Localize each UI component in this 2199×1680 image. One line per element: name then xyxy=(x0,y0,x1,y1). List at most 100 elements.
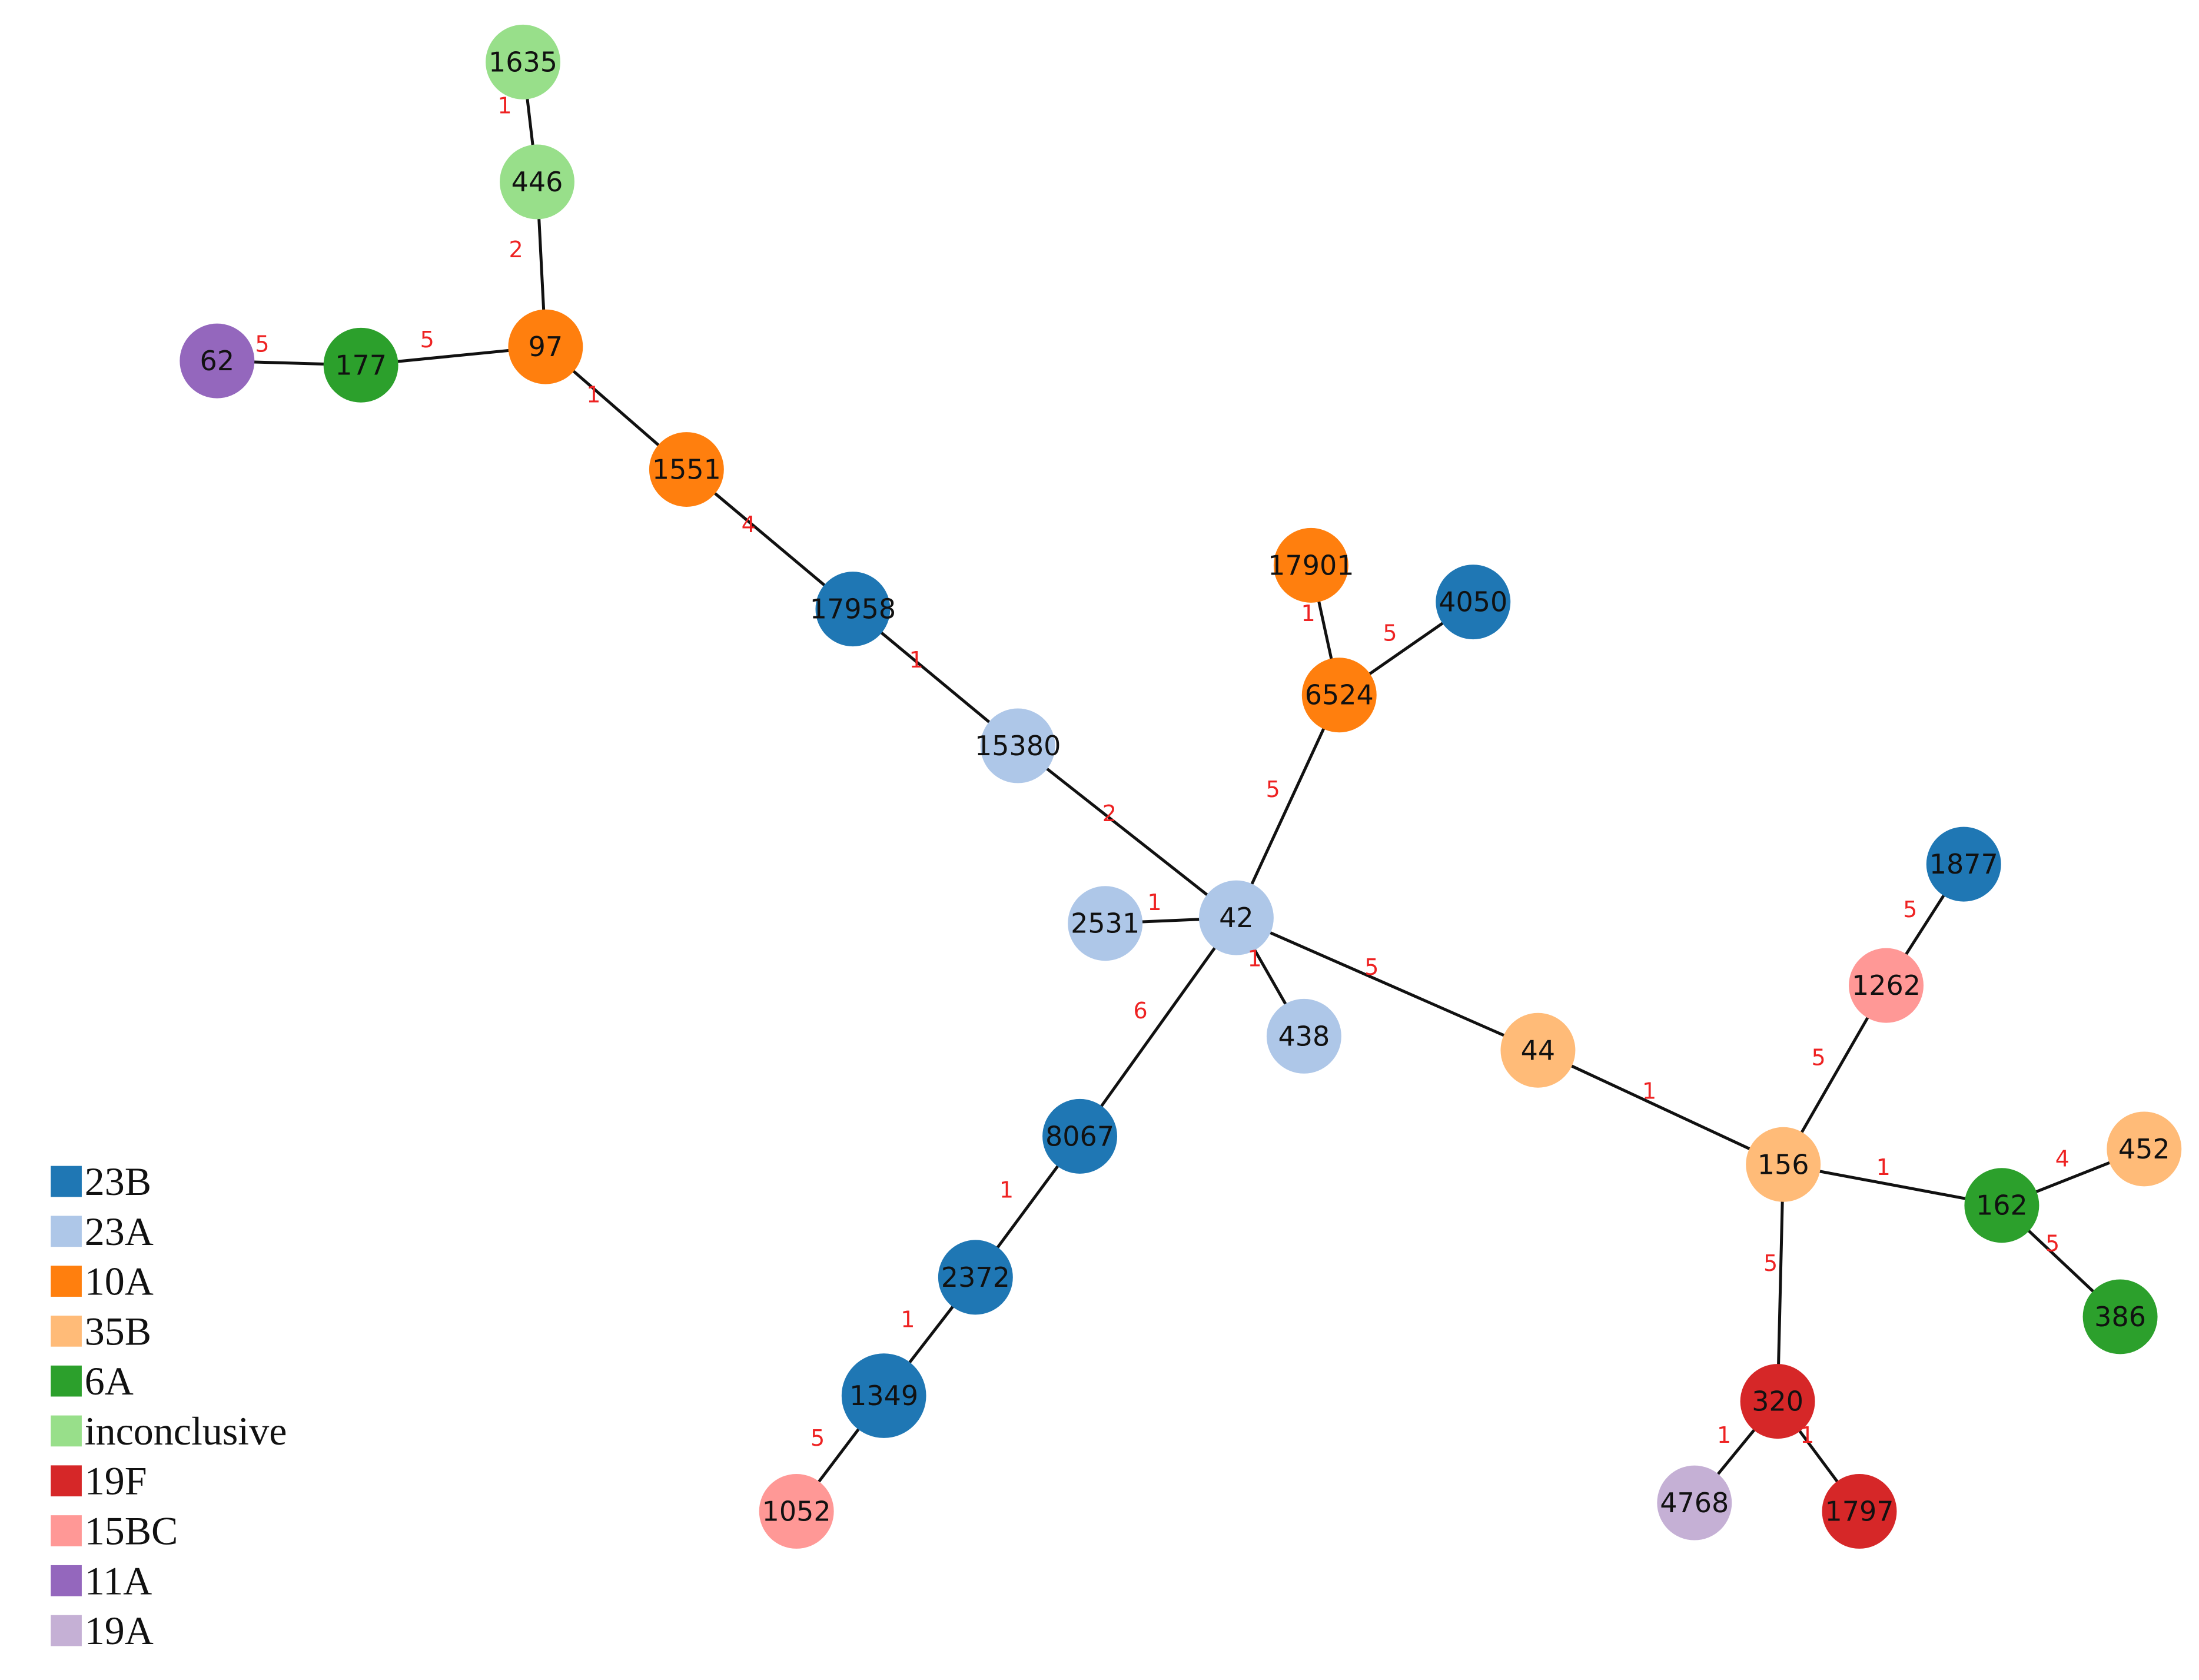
edge-weight: 5 xyxy=(1763,1250,1778,1276)
edge-weight: 1 xyxy=(1876,1154,1891,1180)
edge xyxy=(1537,1049,1784,1166)
legend-label: 19F xyxy=(85,1459,147,1503)
node xyxy=(1657,1465,1732,1540)
node-label: 320 xyxy=(1752,1386,1803,1417)
edge-weight: 1 xyxy=(1717,1422,1731,1448)
edge-weight: 1 xyxy=(1642,1078,1656,1104)
node xyxy=(180,323,255,399)
edge-weight: 5 xyxy=(255,331,269,357)
legend-label: inconclusive xyxy=(85,1409,287,1453)
node-label: 42 xyxy=(1219,902,1254,934)
node xyxy=(841,1353,926,1438)
edge-weight: 5 xyxy=(420,327,434,353)
node xyxy=(1746,1127,1821,1202)
node-label: 44 xyxy=(1521,1034,1556,1066)
legend-swatch xyxy=(51,1465,82,1497)
node-label: 62 xyxy=(200,345,235,377)
legend-label: 23A xyxy=(85,1209,154,1254)
node-label: 15380 xyxy=(975,730,1061,762)
edge xyxy=(1776,1164,1785,1402)
node-label: 1349 xyxy=(849,1380,918,1412)
legend-swatch xyxy=(51,1515,82,1546)
node xyxy=(815,572,891,647)
node xyxy=(500,144,574,220)
edge-weight: 5 xyxy=(1364,954,1378,980)
node-label: 438 xyxy=(1278,1020,1330,1052)
legend-swatch xyxy=(51,1166,82,1197)
node xyxy=(1068,886,1143,961)
edge xyxy=(1078,917,1238,1137)
legend-label: 23B xyxy=(85,1159,151,1204)
node-label: 1877 xyxy=(1929,848,1998,880)
legend-label: 15BC xyxy=(85,1508,178,1553)
edge-weight: 5 xyxy=(2045,1230,2060,1256)
edge-weight: 1 xyxy=(999,1177,1014,1203)
edge-weight: 2 xyxy=(1102,801,1117,826)
node-label: 1262 xyxy=(1852,970,1921,1001)
node-label: 8067 xyxy=(1045,1120,1114,1152)
edge-weight: 5 xyxy=(1383,620,1397,646)
legend-swatch xyxy=(51,1365,82,1397)
legend-label: 11A xyxy=(85,1558,152,1603)
node-label: 4768 xyxy=(1660,1487,1729,1519)
edge-weight: 1 xyxy=(1147,889,1161,915)
node-label: 452 xyxy=(2118,1133,2170,1165)
node xyxy=(1849,948,1924,1023)
edge-weight: 1 xyxy=(901,1307,915,1333)
node xyxy=(938,1240,1013,1315)
node-label: 4050 xyxy=(1439,586,1507,618)
legend: 23B 23A 10A 35B 6A inconclusive 19F 15BC 11A 19A xyxy=(51,1159,287,1653)
edge-weight: 1 xyxy=(1800,1422,1814,1448)
edge xyxy=(1235,694,1341,919)
node xyxy=(2082,1279,2158,1354)
node xyxy=(1822,1473,1897,1549)
edge-weight: 1 xyxy=(909,647,924,673)
legend-label: 19A xyxy=(85,1608,154,1653)
node xyxy=(980,708,1055,783)
nodes: 1635446971776215511795815380422531438652… xyxy=(180,24,2182,1549)
legend-swatch xyxy=(51,1216,82,1247)
edge-weight: 1 xyxy=(1301,600,1315,626)
edge-weight: 4 xyxy=(2055,1146,2070,1172)
node xyxy=(1740,1364,1815,1439)
node-label: 97 xyxy=(529,331,563,363)
node xyxy=(1273,527,1348,603)
legend-swatch xyxy=(51,1266,82,1297)
node xyxy=(1198,880,1274,955)
legend-swatch xyxy=(51,1316,82,1347)
legend-label: 35B xyxy=(85,1309,151,1353)
node-label: 2372 xyxy=(941,1261,1010,1293)
legend-label: 10A xyxy=(85,1259,154,1304)
edge-weight: 5 xyxy=(1811,1044,1825,1070)
edge-weight: 6 xyxy=(1133,998,1147,1024)
node-label: 17901 xyxy=(1268,549,1354,581)
edge-weight: 1 xyxy=(1247,946,1261,972)
edge-weight: 1 xyxy=(586,382,600,408)
edge-weight: 5 xyxy=(1903,897,1917,922)
node xyxy=(1436,565,1511,640)
node xyxy=(1266,998,1341,1074)
node-label: 1052 xyxy=(762,1495,831,1527)
node xyxy=(1926,826,2001,902)
legend-swatch xyxy=(51,1415,82,1447)
edge-weight: 5 xyxy=(1266,776,1280,802)
node xyxy=(1042,1098,1118,1174)
node-label: 2531 xyxy=(1071,908,1140,939)
node-label: 1797 xyxy=(1825,1495,1894,1527)
node-label: 17958 xyxy=(810,593,896,625)
node-label: 1635 xyxy=(489,46,557,78)
node xyxy=(1301,658,1377,733)
node xyxy=(759,1473,834,1549)
node xyxy=(1500,1012,1576,1088)
node-label: 177 xyxy=(335,349,387,381)
edge-weight: 1 xyxy=(497,93,511,119)
edge xyxy=(1017,744,1237,919)
node-label: 156 xyxy=(1758,1148,1809,1180)
node-label: 386 xyxy=(2094,1301,2146,1333)
edge-weight: 2 xyxy=(509,237,523,263)
node-label: 446 xyxy=(511,166,563,198)
edge-weight: 5 xyxy=(810,1425,825,1451)
node xyxy=(508,309,583,384)
